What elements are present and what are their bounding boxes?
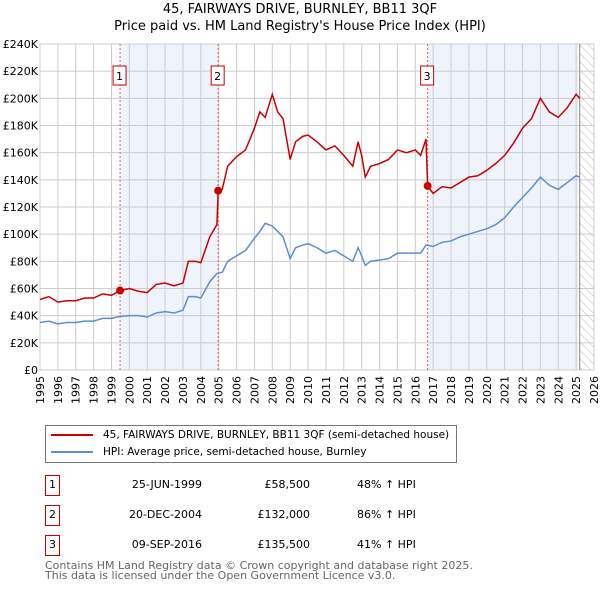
legend: 45, FAIRWAYS DRIVE, BURNLEY, BB11 3QF (s… — [45, 425, 457, 463]
sale-number: 2 — [45, 505, 60, 526]
x-tick-label: 2015 — [391, 376, 404, 404]
x-tick-label: 2004 — [195, 376, 208, 404]
y-tick-label: £100K — [3, 228, 39, 241]
chart-title: 45, FAIRWAYS DRIVE, BURNLEY, BB11 3QF — [162, 2, 438, 17]
x-tick-label: 1998 — [88, 376, 101, 404]
y-tick-label: £140K — [3, 174, 39, 187]
sale-date: 20-DEC-2004 — [128, 508, 202, 521]
x-tick-label: 2026 — [588, 376, 600, 404]
sale-date: 09-SEP-2016 — [131, 538, 202, 551]
y-tick-label: £120K — [3, 201, 39, 214]
sale-row: 1 25-JUN-1999 £58,500 48% ↑ HPI — [45, 475, 465, 497]
x-tick-label: 2010 — [302, 376, 315, 404]
sale-hpi: 41% ↑ HPI — [357, 538, 416, 551]
y-tick-label: £180K — [3, 120, 39, 133]
legend-item-property: 45, FAIRWAYS DRIVE, BURNLEY, BB11 3QF (s… — [51, 429, 449, 441]
x-tick-label: 2002 — [159, 376, 172, 404]
sale-label-box — [420, 65, 435, 86]
x-tick-label: 2008 — [266, 376, 279, 404]
legend-label: HPI: Average price, semi-detached house,… — [103, 446, 367, 458]
x-tick-label: 2001 — [141, 376, 154, 404]
y-tick-label: £80K — [10, 255, 39, 268]
sale-label: 2 — [214, 70, 221, 83]
x-tick-label: 2024 — [552, 376, 565, 404]
legend-label: 45, FAIRWAYS DRIVE, BURNLEY, BB11 3QF (s… — [103, 429, 450, 441]
x-tick-label: 1997 — [70, 376, 83, 404]
x-tick-label: 2000 — [123, 376, 136, 404]
x-tick-label: 2013 — [356, 376, 369, 404]
legend-item-hpi: HPI: Average price, semi-detached house,… — [51, 446, 366, 458]
x-tick-label: 2021 — [499, 376, 512, 404]
footer-line: Contains HM Land Registry data © Crown c… — [45, 559, 473, 572]
sale-hpi: 48% ↑ HPI — [357, 478, 416, 491]
sale-point — [116, 286, 125, 295]
sale-row: 2 20-DEC-2004 £132,000 86% ↑ HPI — [45, 505, 465, 527]
sale-number: 3 — [45, 535, 60, 556]
x-tick-label: 2009 — [284, 376, 297, 404]
x-tick-label: 1999 — [105, 376, 118, 404]
x-tick-label: 2012 — [338, 376, 351, 404]
footer: Contains HM Land Registry data © Crown c… — [45, 559, 473, 582]
sale-price: £58,500 — [264, 478, 311, 491]
hpi-line — [39, 174, 580, 325]
y-tick-label: £20K — [10, 337, 39, 350]
y-tick-label: £40K — [10, 310, 39, 323]
y-tick-label: £0 — [24, 364, 38, 377]
price-chart: 1995 1996 1997 1998 1999 2000 2001 2002 2003 2004… — [3, 38, 600, 404]
legend-swatch-blue — [51, 451, 93, 453]
x-tick-label: 2011 — [320, 376, 333, 404]
x-tick-label: 2018 — [445, 376, 458, 404]
sale-label: 1 — [116, 70, 123, 83]
x-tick-label: 2023 — [534, 376, 547, 404]
y-tick-label: £200K — [3, 92, 39, 105]
x-tick-label: 2006 — [231, 376, 244, 404]
sale-price: £135,500 — [257, 538, 311, 551]
y-tick-label: £160K — [3, 147, 39, 160]
x-tick-label: 2025 — [570, 376, 583, 404]
y-tick-label: £220K — [3, 65, 39, 78]
footer-line: This data is licensed under the Open Gov… — [45, 569, 396, 582]
sale-point — [214, 186, 223, 195]
x-tick-label: 2005 — [213, 376, 226, 404]
x-tick-label: 2019 — [463, 376, 476, 404]
x-tick-label: 2017 — [427, 376, 440, 404]
property-price-line — [39, 91, 581, 303]
y-tick-label: £60K — [10, 283, 39, 296]
sale-label-box — [210, 65, 225, 86]
sale-number: 1 — [45, 475, 60, 496]
sale-hpi: 86% ↑ HPI — [357, 508, 416, 521]
sale-label-box — [112, 65, 127, 86]
sale-date: 25-JUN-1999 — [131, 478, 202, 491]
x-tick-label: 2022 — [517, 376, 530, 404]
y-tick-label: £240K — [3, 38, 39, 51]
sale-point — [423, 181, 432, 190]
x-tick-label: 2016 — [409, 376, 422, 404]
x-tick-label: 2003 — [177, 376, 190, 404]
sale-label: 3 — [424, 70, 431, 83]
x-tick-label: 1996 — [52, 376, 65, 404]
x-tick-label: 2020 — [481, 376, 494, 404]
sale-row: 3 09-SEP-2016 £135,500 41% ↑ HPI — [45, 535, 465, 557]
x-tick-label: 2007 — [248, 376, 261, 404]
x-tick-label: 2014 — [374, 376, 387, 404]
sale-price: £132,000 — [257, 508, 311, 521]
chart-subtitle: Price paid vs. HM Land Registry's House … — [114, 19, 486, 34]
x-tick-label: 1995 — [34, 376, 47, 404]
legend-swatch-red — [51, 434, 93, 436]
